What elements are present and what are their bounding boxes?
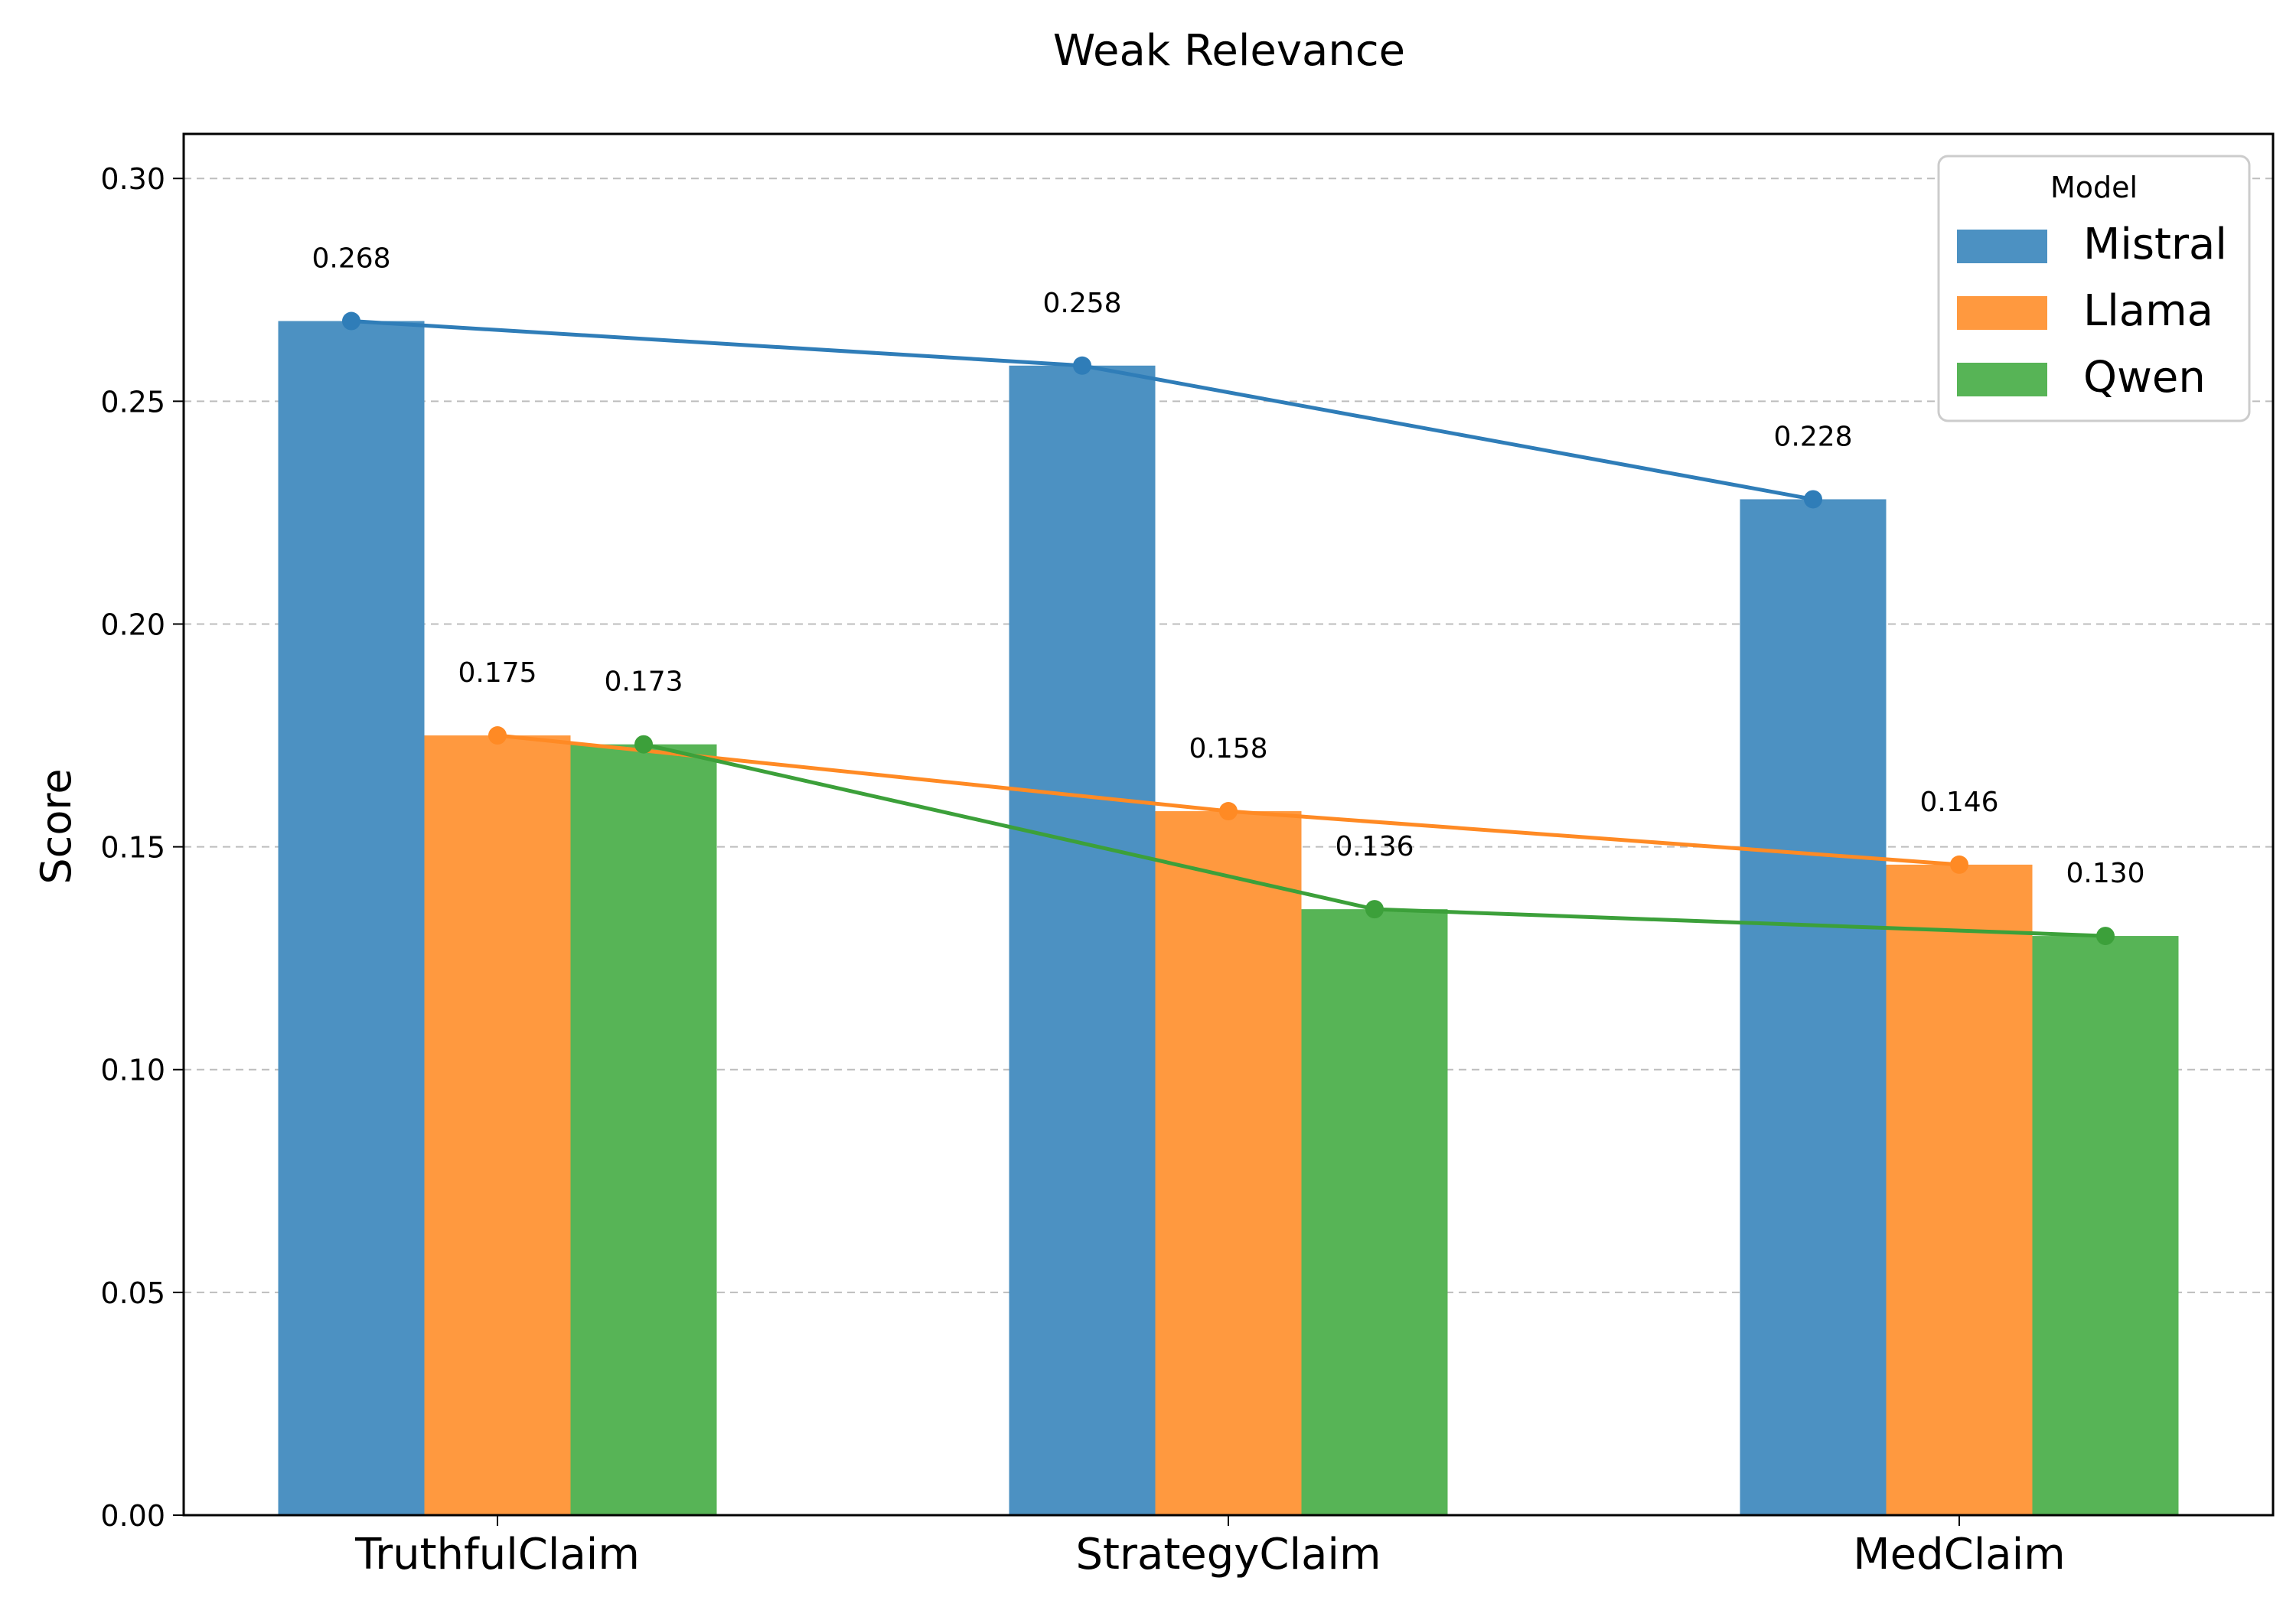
legend-label-llama: Llama [2083,286,2213,336]
y-tick-label: 0.25 [100,385,165,419]
legend-box [1937,155,2251,422]
legend-swatch-qwen [1957,363,2047,396]
value-label: 0.268 [311,243,390,275]
bar-qwen [2032,936,2179,1515]
markers-layer [342,311,2115,946]
y-tick-label: 0.20 [100,608,165,641]
bar-llama [1886,864,2033,1515]
series-marker-qwen [2096,927,2115,946]
legend-label-qwen: Qwen [2083,353,2206,403]
value-label: 0.228 [1773,421,1852,452]
bar-qwen [570,744,717,1515]
x-tick-label: TruthfulClaim [354,1530,640,1579]
bar-llama [1155,811,1302,1515]
legend-swatch-llama [1957,296,2047,330]
bar-qwen [1301,909,1448,1515]
legend-label-mistral: Mistral [2083,220,2227,269]
y-tick-label: 0.30 [100,162,165,196]
legend-items: Mistral Llama Qwen [1957,220,2227,403]
y-tick-label: 0.10 [100,1054,165,1087]
value-label: 0.175 [458,657,536,689]
series-marker-mistral [342,311,360,331]
series-marker-mistral [1073,356,1091,375]
value-label: 0.173 [604,667,683,698]
y-tick-label: 0.00 [100,1499,165,1533]
x-tick-label: StrategyClaim [1075,1530,1381,1579]
axis-layer: 0.00 0.05 0.10 0.15 0.20 0.25 0.30 TruthfulClai… [100,162,2065,1579]
legend: Model Mistral Llama Qwen [1937,155,2251,422]
series-marker-mistral [1804,490,1822,509]
value-labels-layer: 0.268 0.258 0.228 0.175 0.158 0.146 0.173 0.136… [311,243,2144,890]
bar-llama [424,735,571,1515]
value-label: 0.146 [1919,787,1998,818]
value-label: 0.136 [1335,831,1414,862]
y-axis-label: Score [32,768,80,884]
series-marker-llama [1950,855,1968,874]
bars-layer [278,321,2179,1516]
series-marker-llama [488,726,507,745]
x-tick-label: MedClaim [1853,1530,2065,1579]
bar-mistral [1740,499,1887,1515]
y-tick-label: 0.15 [100,831,165,865]
value-label: 0.258 [1042,288,1121,319]
series-marker-qwen [1365,900,1384,919]
y-tick-label: 0.05 [100,1276,165,1310]
bar-mistral [278,321,425,1516]
chart-title: Weak Relevance [1053,26,1405,76]
value-label: 0.130 [2066,858,2144,889]
value-label: 0.158 [1189,733,1267,764]
series-marker-llama [1219,802,1238,821]
bar-mistral [1009,365,1156,1516]
series-marker-qwen [634,735,653,754]
legend-swatch-mistral [1957,230,2047,263]
legend-title: Model [2050,171,2138,204]
